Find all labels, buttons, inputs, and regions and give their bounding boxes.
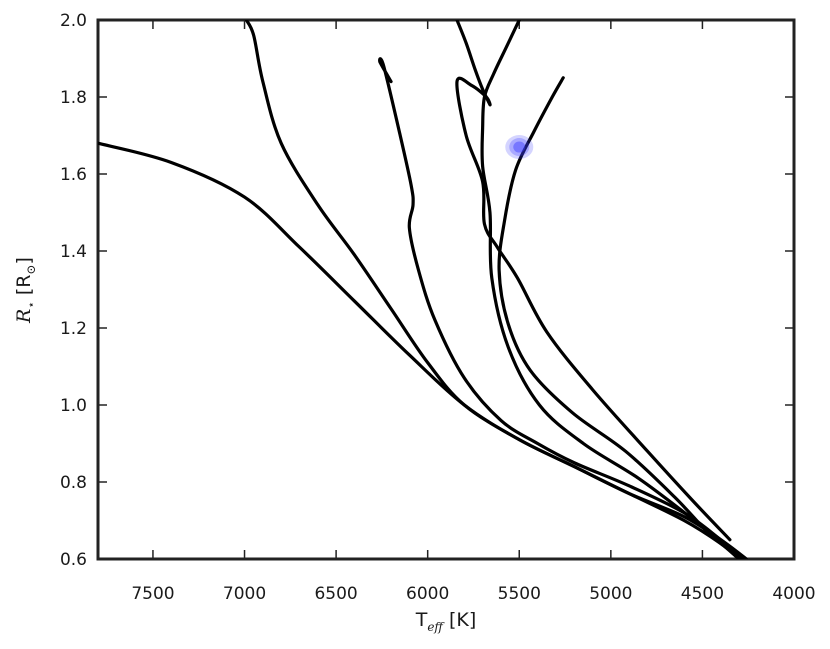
x-tick-label: 5000 — [589, 584, 632, 604]
x-axis: 7500 7000 6500 6000 5500 5000 4500 4000 — [131, 20, 816, 604]
series-layer — [98, 20, 748, 559]
y-tick-label: 1.8 — [60, 88, 87, 108]
x-tick-label: 6500 — [314, 584, 357, 604]
marker-layer — [505, 135, 534, 160]
series-line-3 — [378, 57, 747, 559]
series-line-2 — [244, 20, 748, 559]
y-tick-label: 0.6 — [60, 550, 87, 570]
y-tick-label: 0.8 — [60, 473, 87, 493]
y-axis: 0.6 0.8 1.0 1.2 1.4 1.6 1.8 2.0 — [60, 11, 794, 570]
x-tick-label: 7000 — [223, 584, 266, 604]
y-tick-label: 1.4 — [60, 242, 87, 262]
y-axis-label: R⋆ [R⊙] — [13, 257, 38, 324]
x-tick-label: 4500 — [681, 584, 724, 604]
y-tick-label: 1.2 — [60, 319, 87, 339]
x-axis-label: Teff [K] — [415, 609, 477, 634]
x-tick-label: 5500 — [498, 584, 541, 604]
data-point-marker — [505, 135, 534, 160]
series-line-4 — [455, 20, 732, 542]
x-tick-label: 4000 — [772, 584, 815, 604]
y-tick-label: 1.0 — [60, 396, 87, 416]
plot-frame — [96, 18, 796, 561]
y-tick-label: 1.6 — [60, 165, 87, 185]
series-line-6 — [497, 76, 745, 559]
series-line-5 — [480, 20, 741, 559]
y-tick-label: 2.0 — [60, 11, 87, 31]
x-tick-label: 7500 — [131, 584, 174, 604]
x-tick-label: 6000 — [406, 584, 449, 604]
